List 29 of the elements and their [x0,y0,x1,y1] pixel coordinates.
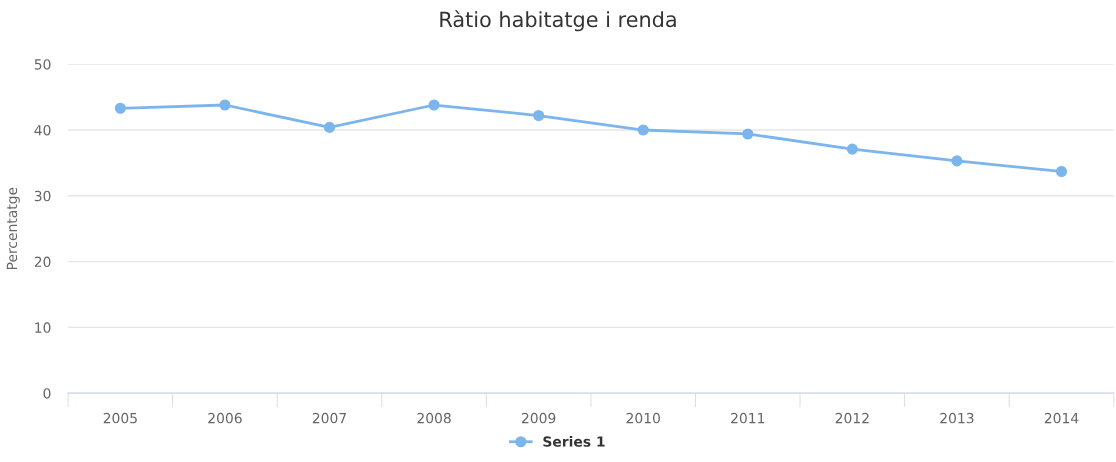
legend-label: Series 1 [543,436,605,447]
point [951,155,963,167]
y-tick-label: 40 [34,124,51,136]
x-tick-label: 2008 [417,412,451,424]
x-tick-label: 2011 [731,412,765,424]
chart-title: Ràtio habitatge i renda [440,10,676,32]
x-tick-label: 2006 [208,412,242,424]
y-tick-label: 50 [34,59,51,70]
x-tick-label: 2014 [1044,412,1079,424]
x-tick-label: 2010 [626,412,660,424]
point [637,124,649,136]
y-tick-label: 10 [35,322,51,333]
point [533,109,545,122]
point [323,121,336,133]
y-tick-label: 20 [34,256,51,268]
point [742,128,754,140]
x-tick-label: 2005 [103,412,137,424]
point [219,99,231,111]
x-tick-label: 2013 [940,412,974,424]
y-tick-label: 30 [34,190,51,202]
x-tick-label: 2012 [835,412,869,424]
point [846,143,858,155]
point [1055,165,1068,178]
x-tick-label: 2007 [312,412,346,424]
y-tick-label: 0 [43,388,51,399]
point [114,102,126,114]
x-tick-label: 2009 [521,412,556,424]
y-axis-title: Percentatge [6,187,20,270]
point [428,99,440,111]
